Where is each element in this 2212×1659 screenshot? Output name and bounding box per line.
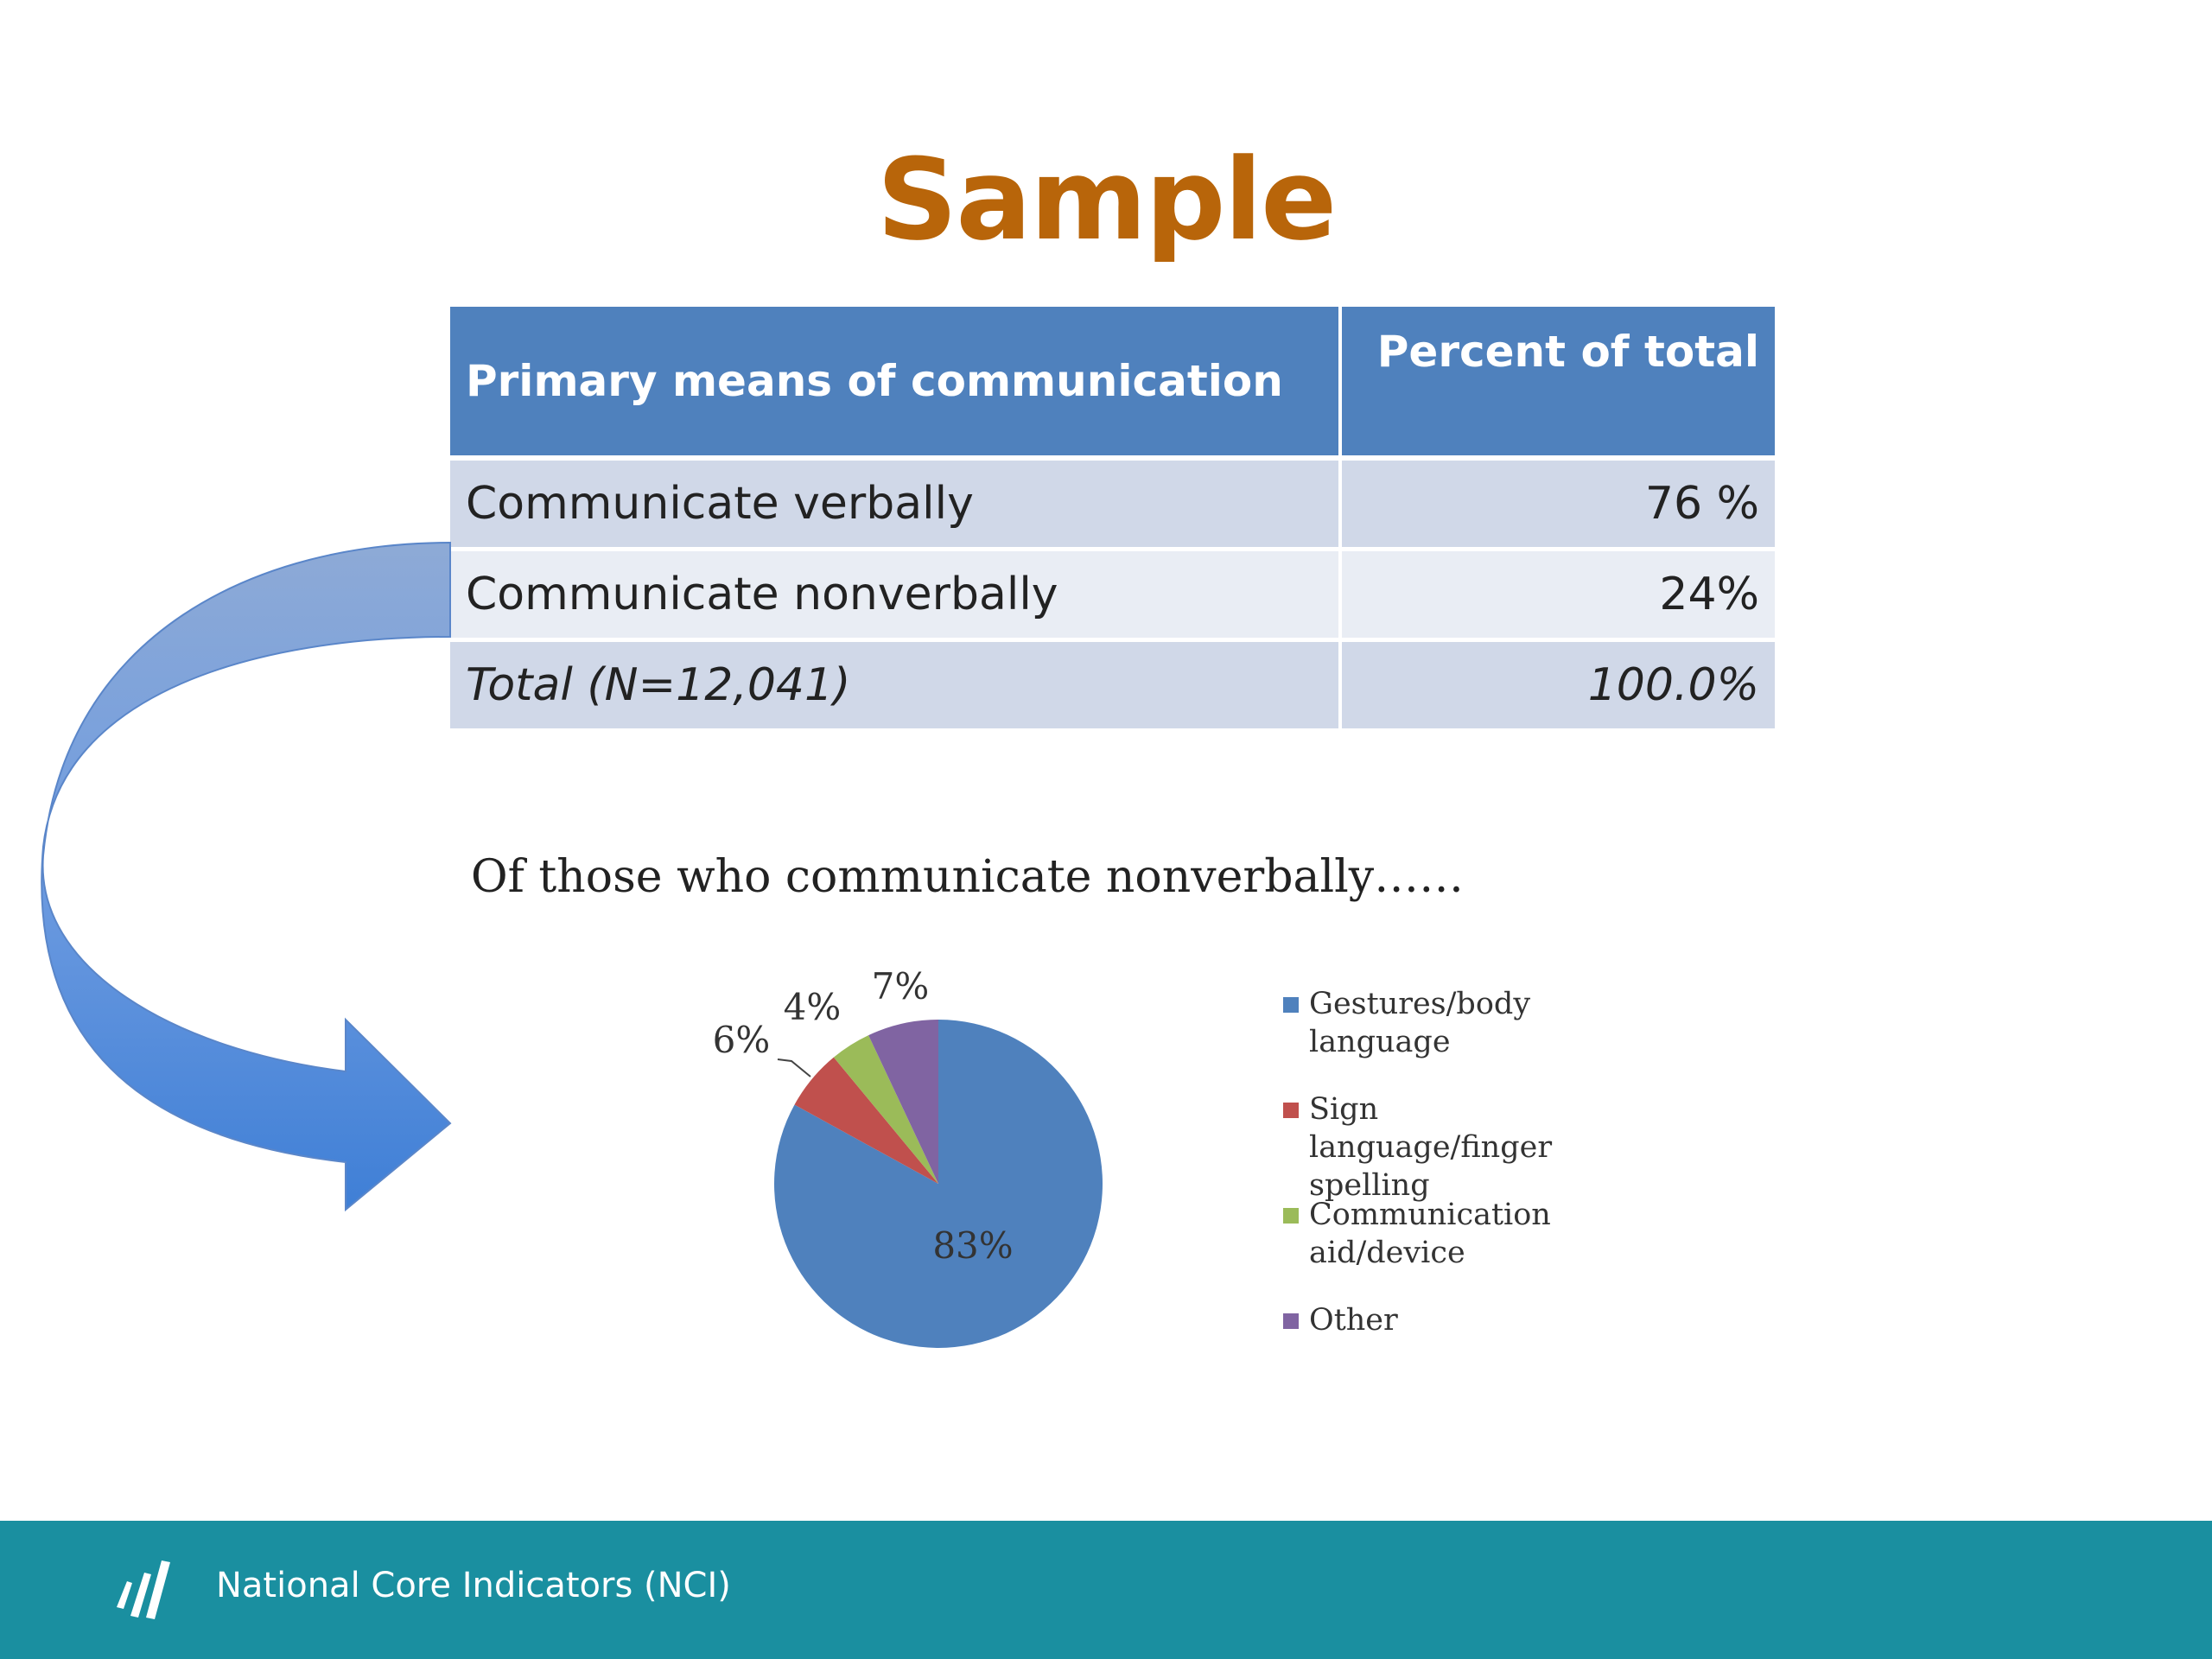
legend-item: Communication aid/device xyxy=(1283,1196,1551,1272)
slide-title: Sample xyxy=(876,134,1338,265)
pie-chart: 83% 6% 4% 7% xyxy=(713,965,1103,1348)
pie-slice xyxy=(868,1020,938,1184)
legend-label: Other xyxy=(1309,1303,1398,1338)
legend-swatch xyxy=(1283,997,1299,1013)
column-header-means: Primary means of communication xyxy=(450,307,1343,455)
legend-item: Gestures/body language xyxy=(1283,985,1542,1061)
pie-slice xyxy=(833,1035,938,1184)
legend-swatch xyxy=(1283,1103,1299,1118)
legend-swatch xyxy=(1283,1313,1299,1329)
communication-table: Primary means of communication Percent o… xyxy=(450,307,1775,728)
footer-text: National Core Indicators (NCI) xyxy=(216,1566,731,1605)
curved-arrow-icon xyxy=(41,541,452,1212)
table-row: Communicate nonverbally 24% xyxy=(450,547,1775,638)
pie-slice xyxy=(794,1057,938,1184)
legend-label: Communication aid/device xyxy=(1309,1198,1551,1270)
data-label: 83% xyxy=(932,1224,1013,1267)
table-row-total: Total (N=12,041) 100.0% xyxy=(450,638,1775,728)
row-label: Communicate verbally xyxy=(450,455,1343,547)
legend-item: Sign language/finger spelling xyxy=(1283,1090,1552,1205)
data-label: 7% xyxy=(872,965,930,1007)
row-label: Total (N=12,041) xyxy=(450,638,1343,728)
row-label: Communicate nonverbally xyxy=(450,547,1343,638)
row-value: 24% xyxy=(1342,547,1775,638)
footer-bar: National Core Indicators (NCI) xyxy=(0,1521,2212,1659)
data-label: 4% xyxy=(784,986,842,1028)
legend-label: Gestures/body language xyxy=(1309,987,1531,1059)
legend-label: Sign language/finger spelling xyxy=(1309,1092,1553,1203)
column-header-percent: Percent of total xyxy=(1342,307,1775,455)
leader-line xyxy=(777,1058,811,1077)
row-value: 76 % xyxy=(1342,455,1775,547)
chart-title: Of those who communicate nonverbally…… xyxy=(471,851,1465,903)
table-header-row: Primary means of communication Percent o… xyxy=(450,307,1775,455)
legend-swatch xyxy=(1283,1208,1299,1224)
row-value: 100.0% xyxy=(1342,638,1775,728)
nci-logo-icon xyxy=(117,1560,170,1619)
table-row: Communicate verbally 76 % xyxy=(450,455,1775,547)
legend-item: Other xyxy=(1283,1301,1542,1339)
data-label: 6% xyxy=(713,1019,771,1061)
